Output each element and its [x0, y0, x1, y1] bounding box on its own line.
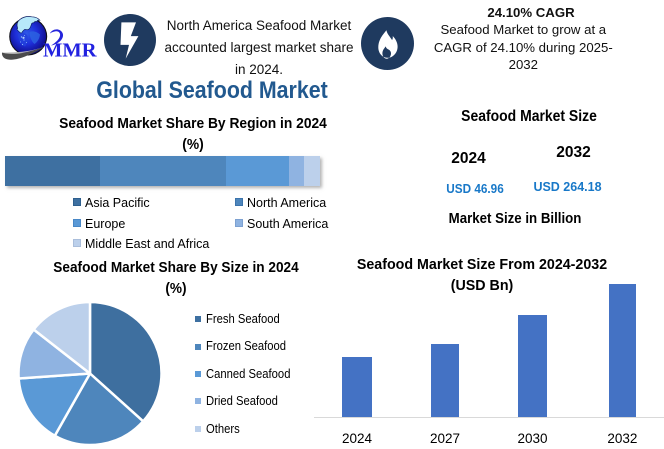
svg-text:MMR: MMR: [43, 40, 97, 62]
